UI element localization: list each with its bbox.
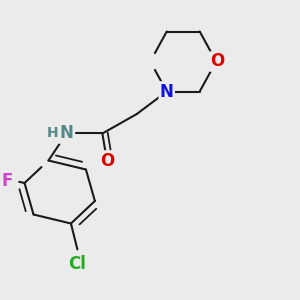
Text: N: N (59, 124, 74, 142)
Text: N: N (160, 82, 174, 100)
Text: O: O (211, 52, 225, 70)
Text: O: O (100, 152, 114, 169)
Text: F: F (2, 172, 13, 190)
Text: Cl: Cl (68, 255, 86, 273)
Text: H: H (47, 127, 59, 140)
